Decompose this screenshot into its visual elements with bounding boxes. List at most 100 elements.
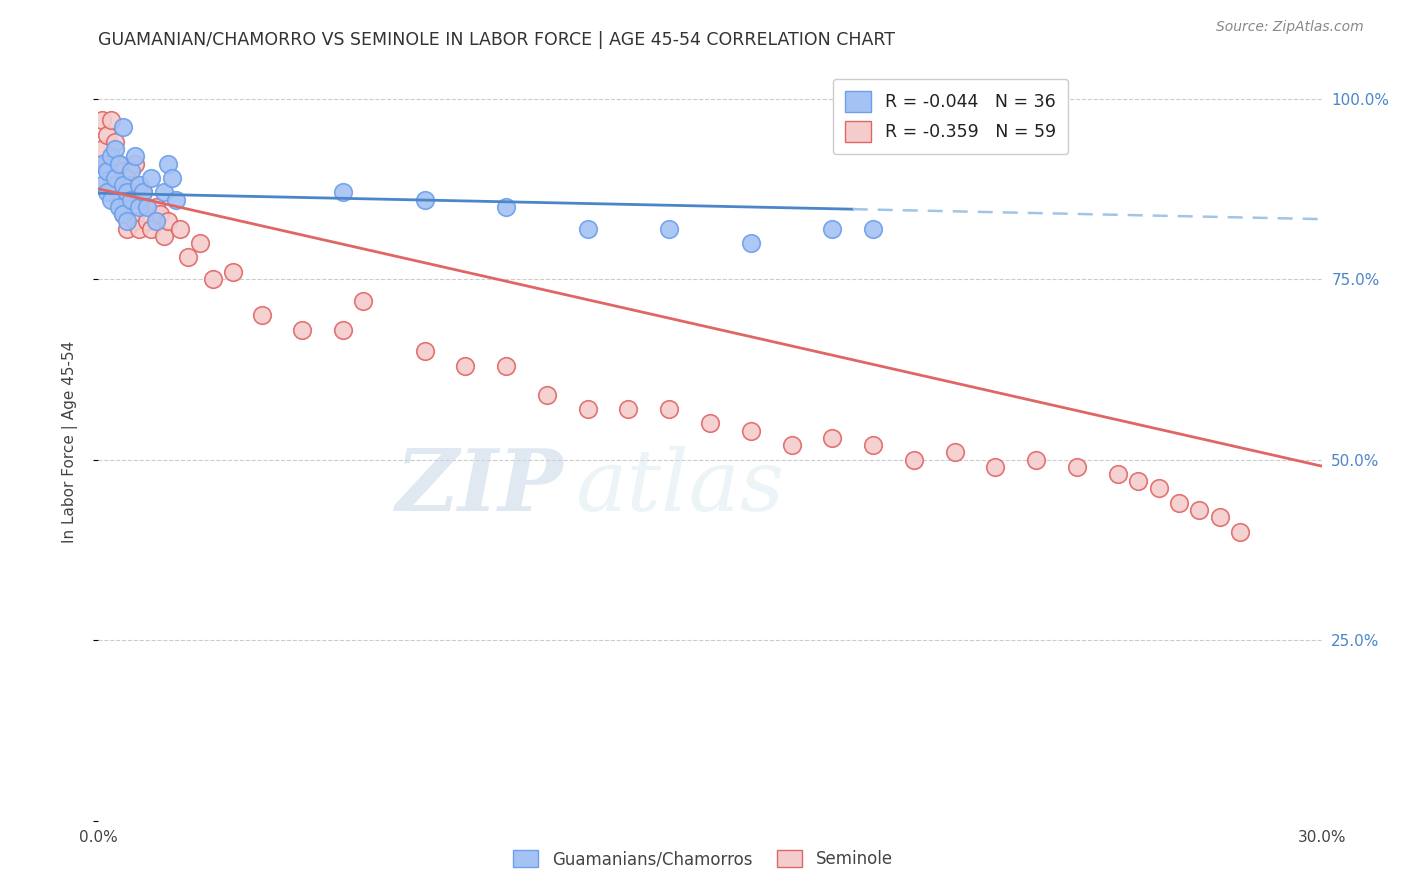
Point <box>115 221 138 235</box>
Text: Source: ZipAtlas.com: Source: ZipAtlas.com <box>1216 20 1364 34</box>
Point <box>943 445 966 459</box>
Point <box>128 193 150 207</box>
Point <box>780 438 803 452</box>
Point <box>1128 475 1150 489</box>
Point <box>104 135 127 149</box>
Point <box>740 235 762 250</box>
Point <box>132 186 155 200</box>
Point <box>145 214 167 228</box>
Point <box>108 156 131 170</box>
Point <box>91 156 114 170</box>
Point <box>96 128 118 142</box>
Text: atlas: atlas <box>575 446 785 528</box>
Point <box>100 193 122 207</box>
Point <box>250 308 273 322</box>
Point <box>149 207 172 221</box>
Point <box>141 171 163 186</box>
Point <box>201 272 224 286</box>
Y-axis label: In Labor Force | Age 45-54: In Labor Force | Age 45-54 <box>62 341 77 542</box>
Point <box>1188 503 1211 517</box>
Point <box>91 178 114 193</box>
Point <box>1209 510 1232 524</box>
Point <box>120 193 142 207</box>
Point <box>332 186 354 200</box>
Point <box>152 186 174 200</box>
Point <box>141 221 163 235</box>
Point <box>120 163 142 178</box>
Point <box>100 113 122 128</box>
Legend: R = -0.044   N = 36, R = -0.359   N = 59: R = -0.044 N = 36, R = -0.359 N = 59 <box>832 78 1069 154</box>
Point <box>1025 452 1047 467</box>
Point <box>352 293 374 308</box>
Point <box>1167 496 1189 510</box>
Point <box>111 207 134 221</box>
Point <box>1066 459 1088 474</box>
Point <box>111 178 134 193</box>
Point <box>160 171 183 186</box>
Text: GUAMANIAN/CHAMORRO VS SEMINOLE IN LABOR FORCE | AGE 45-54 CORRELATION CHART: GUAMANIAN/CHAMORRO VS SEMINOLE IN LABOR … <box>98 31 896 49</box>
Point <box>136 200 159 214</box>
Point <box>821 221 844 235</box>
Point <box>124 214 146 228</box>
Point <box>115 171 138 186</box>
Point <box>111 163 134 178</box>
Point <box>699 417 721 431</box>
Point <box>115 186 138 200</box>
Point <box>108 156 131 170</box>
Point <box>222 265 245 279</box>
Point <box>495 359 517 373</box>
Point <box>111 207 134 221</box>
Point <box>821 431 844 445</box>
Point <box>576 221 599 235</box>
Point <box>862 221 884 235</box>
Point <box>96 186 118 200</box>
Point <box>740 424 762 438</box>
Point <box>984 459 1007 474</box>
Point <box>617 402 640 417</box>
Text: ZIP: ZIP <box>395 445 564 529</box>
Point <box>1107 467 1129 481</box>
Point <box>104 142 127 156</box>
Point <box>108 200 131 214</box>
Point <box>115 214 138 228</box>
Point <box>108 193 131 207</box>
Point <box>100 149 122 163</box>
Point <box>124 149 146 163</box>
Point <box>1147 482 1170 496</box>
Point <box>152 228 174 243</box>
Point <box>413 344 436 359</box>
Point <box>165 193 187 207</box>
Point <box>862 438 884 452</box>
Point <box>111 120 134 135</box>
Point <box>91 142 114 156</box>
Point <box>156 156 179 170</box>
Point <box>120 178 142 193</box>
Point <box>104 171 127 186</box>
Legend: Guamanians/Chamorros, Seminole: Guamanians/Chamorros, Seminole <box>506 843 900 875</box>
Point <box>104 178 127 193</box>
Point <box>177 251 200 265</box>
Point <box>96 156 118 170</box>
Point <box>136 214 159 228</box>
Point <box>291 323 314 337</box>
Point <box>132 186 155 200</box>
Point <box>96 163 118 178</box>
Point <box>169 221 191 235</box>
Point <box>903 452 925 467</box>
Point <box>536 387 558 401</box>
Point <box>188 235 212 250</box>
Point <box>454 359 477 373</box>
Point <box>124 156 146 170</box>
Point <box>576 402 599 417</box>
Point <box>332 323 354 337</box>
Point <box>100 171 122 186</box>
Point <box>128 200 150 214</box>
Point <box>145 200 167 214</box>
Point <box>1229 524 1251 539</box>
Point <box>156 214 179 228</box>
Point <box>128 221 150 235</box>
Point <box>413 193 436 207</box>
Point <box>91 113 114 128</box>
Point <box>658 402 681 417</box>
Point <box>658 221 681 235</box>
